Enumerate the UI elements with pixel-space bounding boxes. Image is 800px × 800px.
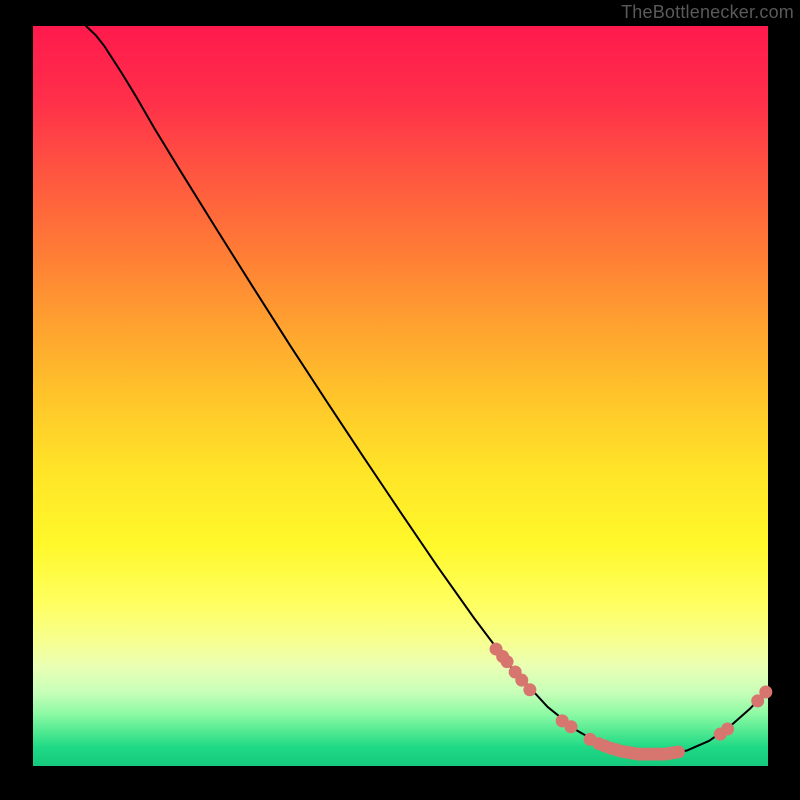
data-marker bbox=[721, 723, 734, 736]
data-marker bbox=[501, 655, 514, 668]
plot-area bbox=[33, 26, 768, 766]
attribution-label: TheBottlenecker.com bbox=[621, 2, 794, 23]
data-marker bbox=[565, 720, 578, 733]
bottleneck-chart bbox=[0, 0, 800, 800]
data-marker bbox=[672, 745, 685, 758]
chart-container: TheBottlenecker.com bbox=[0, 0, 800, 800]
data-marker bbox=[523, 683, 536, 696]
data-marker bbox=[759, 686, 772, 699]
